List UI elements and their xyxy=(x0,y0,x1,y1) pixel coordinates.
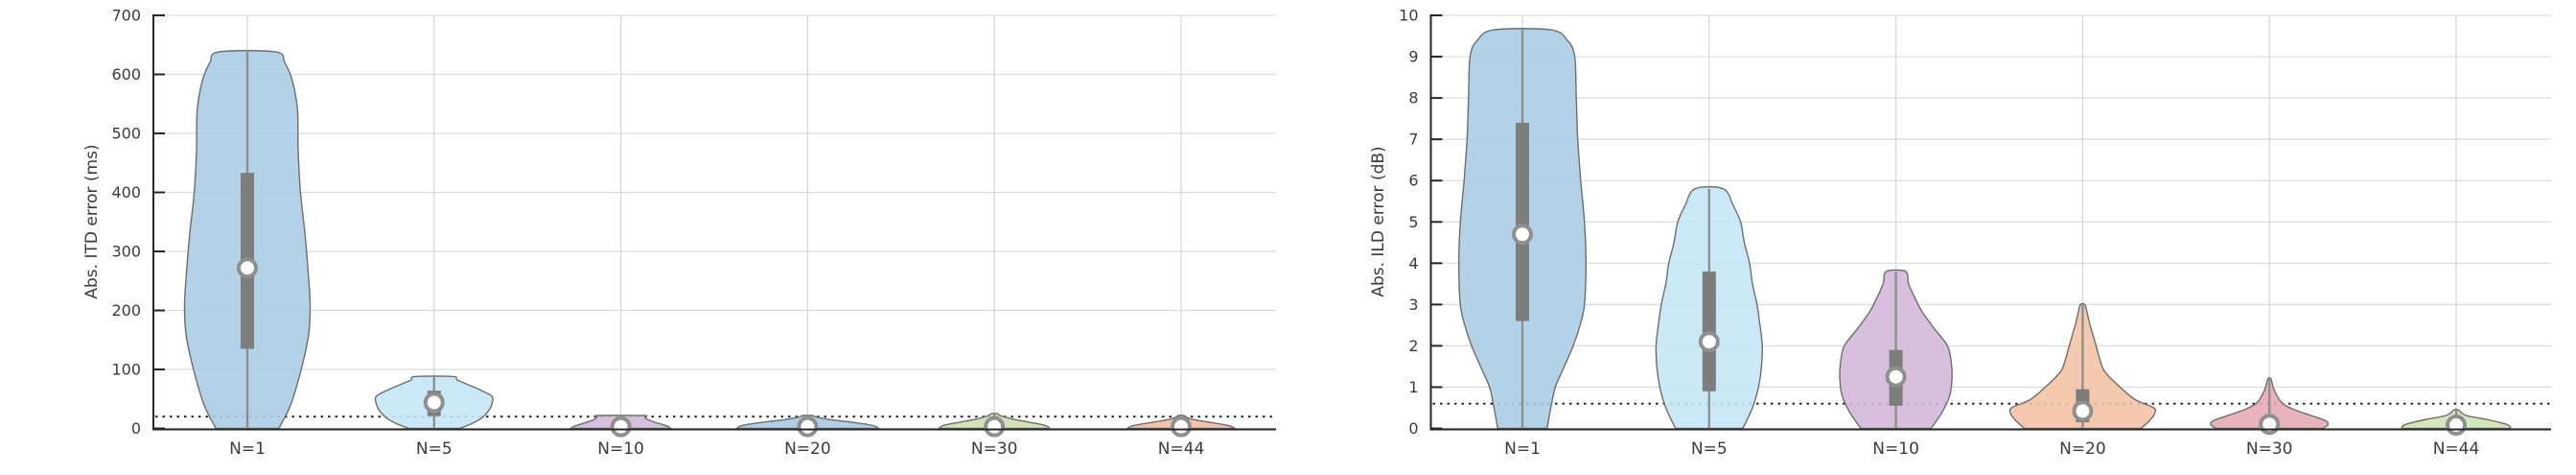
median-dot xyxy=(984,416,1006,438)
median-dot xyxy=(2072,400,2094,422)
y-tick-label: 500 xyxy=(111,125,141,143)
y-tick-label: 3 xyxy=(1408,296,1418,314)
y-tick-label: 100 xyxy=(111,361,141,379)
median-dot xyxy=(797,416,819,438)
y-tick-label: 9 xyxy=(1408,48,1418,66)
itd-violin-plot: 0 100 200 300 400 500 600 700 N=1 N=5 N=10 N=20 N=30… xyxy=(111,7,1276,459)
y-tick-label: 600 xyxy=(111,65,141,83)
median-dot xyxy=(1512,224,1533,246)
median-dot xyxy=(1885,366,1907,388)
median-dot xyxy=(1698,331,1720,353)
x-category-label: N=30 xyxy=(2246,439,2293,459)
x-category-label: N=20 xyxy=(784,439,831,459)
y-tick-label: 7 xyxy=(1408,131,1418,149)
x-category-label: N=30 xyxy=(971,439,1018,459)
y-tick-label: 400 xyxy=(111,183,141,202)
x-category-label: N=44 xyxy=(2433,439,2480,459)
iqr-box xyxy=(1516,122,1529,321)
y-tick-label: 4 xyxy=(1408,254,1418,273)
y-tick-label: 700 xyxy=(111,7,141,25)
y-tick-label: 6 xyxy=(1408,172,1418,190)
x-category-label: N=1 xyxy=(229,439,266,459)
x-category-label: N=20 xyxy=(2059,439,2106,459)
median-dot xyxy=(2446,415,2467,437)
x-category-label: N=5 xyxy=(1691,439,1728,459)
y-tick-label: 0 xyxy=(131,419,141,438)
y-tick-label: 10 xyxy=(1399,7,1418,25)
y-tick-label: 5 xyxy=(1408,213,1418,231)
y-tick-label: 1 xyxy=(1408,378,1418,396)
y-tick-label: 0 xyxy=(1408,419,1418,438)
x-category-label: N=10 xyxy=(597,439,644,459)
x-category-label: N=44 xyxy=(1158,439,1205,459)
x-category-label: N=1 xyxy=(1504,439,1541,459)
median-dot xyxy=(610,416,632,438)
y-axis-label-ild: Abs. ILD error (dB) xyxy=(1369,146,1388,297)
y-tick-label: 2 xyxy=(1408,337,1418,355)
x-category-label: N=10 xyxy=(1872,439,1919,459)
x-category-label: N=5 xyxy=(416,439,453,459)
y-tick-label: 300 xyxy=(111,243,141,261)
y-axis-label-itd: Abs. ITD error (ms) xyxy=(82,144,102,298)
y-tick-label: 8 xyxy=(1408,89,1418,107)
y-tick-label: 200 xyxy=(111,301,141,320)
median-dot xyxy=(1171,416,1192,438)
median-dot xyxy=(423,392,445,414)
median-dot xyxy=(237,257,258,279)
ild-violin-plot: 0 1 2 3 4 5 6 7 8 9 10 N=1 N=5 N=10 N=20 N=30 N=44 xyxy=(1399,7,2551,459)
